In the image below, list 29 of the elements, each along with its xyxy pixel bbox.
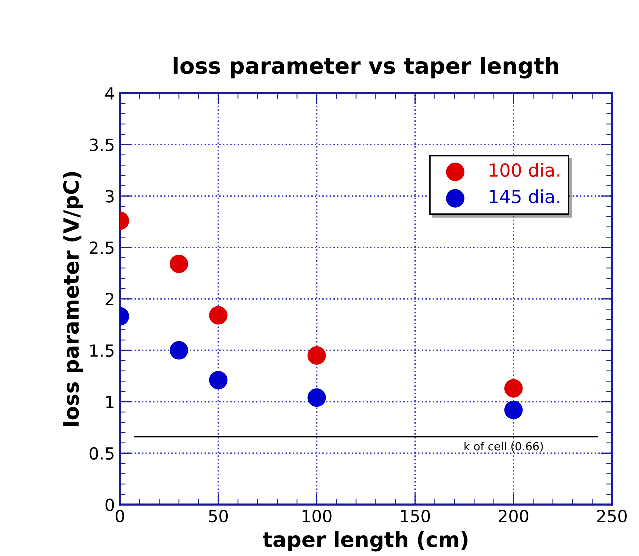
x-axis-title: taper length (cm)	[263, 531, 468, 552]
x-tick-label: 50	[209, 510, 228, 523]
x-tick-label: 150	[401, 510, 430, 523]
legend-label: 145 dia.	[490, 190, 560, 204]
y-tick-label: 3	[106, 190, 114, 203]
x-tick-label: 0	[116, 510, 124, 523]
y-tick-label: 0.5	[90, 447, 114, 460]
point	[209, 306, 228, 325]
x-tick-label: 100	[302, 510, 332, 523]
legend-label: 100 dia.	[490, 163, 560, 178]
y-tick-label: 2	[106, 293, 114, 306]
point	[170, 341, 188, 360]
point	[170, 254, 188, 274]
point	[209, 371, 228, 390]
y-tick-label: 3.5	[90, 138, 114, 152]
y-tick-label: 2.5	[90, 242, 114, 254]
x-tick-label: 250	[597, 510, 627, 523]
y-tick-label: 0	[106, 498, 114, 512]
point	[504, 401, 523, 420]
point	[504, 379, 523, 398]
chart-title: loss parameter vs taper length	[174, 57, 558, 79]
y-axis-title: loss parameter (V/pC)	[63, 172, 84, 426]
point	[308, 388, 326, 408]
point	[308, 346, 326, 365]
y-tick-label: 4	[105, 88, 114, 100]
y-tick-label: 1.5	[90, 344, 114, 358]
y-tick-label: 1	[106, 396, 114, 408]
ref-line-label: k of cell (0.66)	[464, 442, 544, 452]
x-tick-label: 200	[499, 510, 529, 523]
